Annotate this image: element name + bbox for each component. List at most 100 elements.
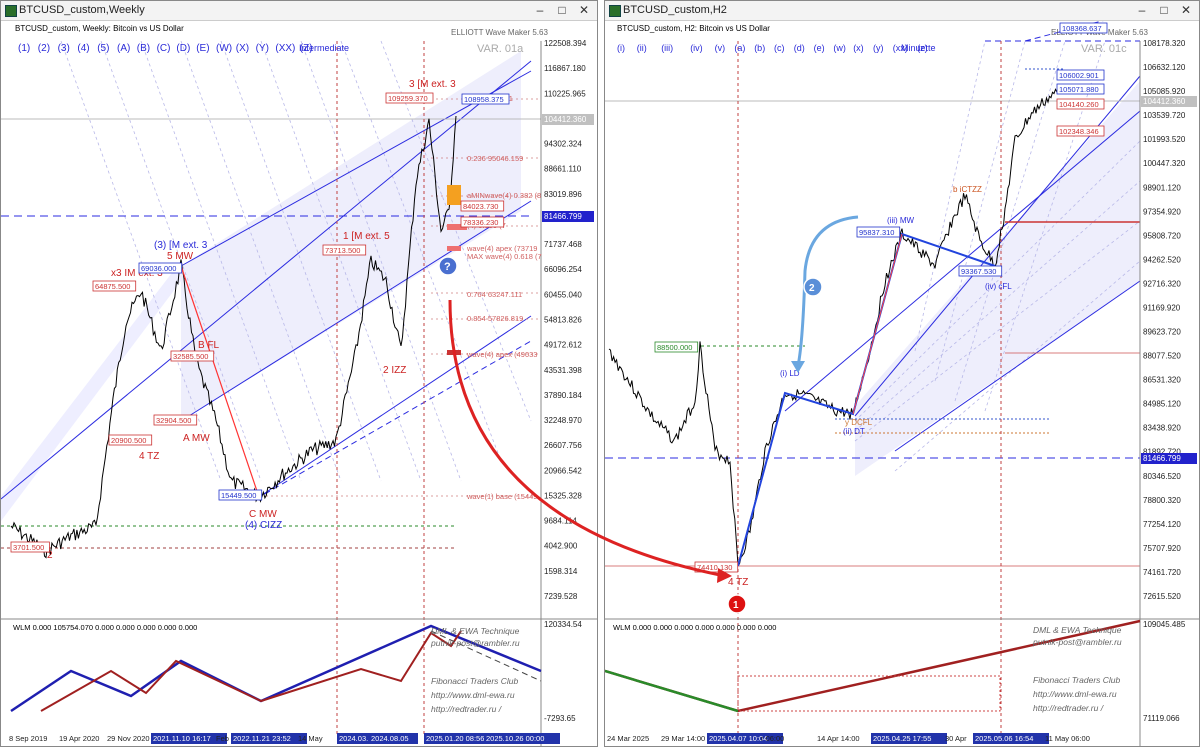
close-button[interactable]: ✕ — [578, 3, 590, 17]
price-box-text: 106002.901 — [1059, 71, 1099, 80]
wave-menu-item[interactable]: (v) — [715, 43, 726, 53]
wave-menu-item[interactable]: (y) — [873, 43, 884, 53]
wave-menu-item[interactable]: (a) — [734, 43, 745, 53]
watermark-line: putnik-post@rambler.ru — [430, 638, 520, 648]
watermark-line: http://redtrader.ru / — [431, 704, 503, 714]
wave-label: y DCFL — [845, 418, 873, 427]
date-highlight — [231, 733, 307, 744]
price-box — [218, 489, 263, 501]
price-box — [108, 434, 153, 446]
weekly-chart-window[interactable]: BTCUSD_custom,Weekly – □ ✕ — [0, 0, 598, 747]
maximize-button[interactable]: □ — [1160, 3, 1168, 17]
wave-menu-item[interactable]: (xx) — [893, 43, 908, 53]
h2-chart-window[interactable]: BTCUSD_custom,H2 – □ ✕ — [604, 0, 1200, 747]
h2-chart-canvas[interactable]: 108178.320 106632.120 105085.920 103539.720… — [605, 21, 1199, 746]
price-tick: 101993.520 — [1143, 135, 1186, 144]
wave-menu-item[interactable]: (B) — [137, 43, 150, 54]
wave-menu-item[interactable]: (C) — [157, 43, 171, 54]
date-tick: 14 Apr 14:00 — [817, 734, 860, 743]
current-price-tag — [1141, 96, 1197, 107]
wave-menu-item[interactable]: (D) — [176, 43, 190, 54]
wave-menu-item[interactable]: (Y) — [256, 43, 269, 54]
price-tick: 105085.920 — [1143, 87, 1186, 96]
wave-menu-item[interactable]: (w) — [833, 43, 846, 53]
degree-label[interactable]: Minuette — [901, 43, 936, 53]
minimize-button[interactable]: – — [1138, 3, 1146, 17]
watermark-line: http://redtrader.ru / — [1033, 703, 1105, 713]
step-1-badge[interactable] — [727, 594, 747, 614]
titlebar-right[interactable]: BTCUSD_custom,H2 – □ ✕ — [605, 1, 1199, 21]
maximize-button[interactable]: □ — [558, 3, 566, 17]
wave-menu-item[interactable]: (i) — [617, 43, 625, 53]
price-box-text: 93367.530 — [961, 267, 996, 276]
help-badge[interactable] — [438, 256, 458, 276]
fib-label: wave(1) base (15449 — [466, 492, 537, 501]
wave-menu-item[interactable]: (3) — [58, 43, 70, 54]
wave-menu-item[interactable]: (2) — [38, 43, 50, 54]
current-price-text: 104412.360 — [1143, 97, 1186, 106]
wave-menu-item[interactable]: (A) — [117, 43, 130, 54]
wave-menu-item[interactable]: (4) — [77, 43, 89, 54]
price-tick: 91169.920 — [1143, 303, 1181, 312]
degree-label[interactable]: Intermediate — [299, 43, 349, 53]
watermark-line: DML & EWA Technique — [431, 626, 520, 636]
chart-window-icon — [609, 5, 621, 17]
wave-menu-item[interactable]: (ii) — [637, 43, 647, 53]
date-highlight — [707, 733, 783, 744]
target-zone-red — [447, 350, 461, 355]
price-box-text: 32585.500 — [173, 352, 208, 361]
wave-menu-item[interactable]: (X) — [236, 43, 249, 54]
wave-label: x3 IM ext. 3 — [111, 268, 163, 279]
wave-menu-item[interactable]: (W) — [216, 43, 232, 54]
price-box-text: 108368.637 — [1062, 24, 1102, 33]
wave-menu-item[interactable]: (c) — [774, 43, 785, 53]
price-tick: 95808.720 — [1143, 231, 1181, 240]
wave-menu[interactable]: (i) (ii) (iii) (iv) (v) (a) (b) (c) (d) (e) (w) (x)… — [617, 43, 928, 53]
price-tick: 78800.320 — [1143, 496, 1181, 505]
price-tick: 32248.970 — [544, 416, 582, 425]
wave-menu-item[interactable]: (d) — [794, 43, 805, 53]
price-box — [92, 280, 137, 292]
close-button[interactable]: ✕ — [1180, 3, 1192, 17]
wave-label: 5 MW — [167, 251, 194, 262]
price-tick: 89623.720 — [1143, 328, 1181, 337]
date-axis: 8 Sep 2019 19 Apr 2020 29 Nov 2020 2021.11.… — [9, 733, 560, 744]
wave-menu-item[interactable]: (x) — [853, 43, 864, 53]
price-tick: 122508.394 — [544, 39, 587, 48]
price-tick: 94302.324 — [544, 140, 582, 149]
wave-menu-item[interactable]: (Z) — [300, 43, 313, 54]
wave-menu-item[interactable]: (b) — [754, 43, 765, 53]
price-series — [10, 115, 457, 559]
wave-label: (3) [M ext. 3 — [154, 240, 208, 251]
fib-label: MAX wave(4) 0.618 (7 — [467, 252, 542, 261]
wave-menu-item[interactable]: (E) — [196, 43, 209, 54]
step-2-badge[interactable] — [803, 277, 823, 297]
wave-menu-item[interactable]: (iii) — [661, 43, 673, 53]
wave-menu-item[interactable]: (XX) — [275, 43, 295, 54]
minimize-button[interactable]: – — [536, 3, 544, 17]
date-tick: 2025.01.20 08:56 — [426, 734, 484, 743]
date-highlight — [369, 733, 418, 744]
price-tick: 54813.826 — [544, 316, 582, 325]
wave-menu-item[interactable]: (e) — [814, 43, 825, 53]
wave-menu-item[interactable]: (5) — [97, 43, 109, 54]
wave-menu-item[interactable]: (z) — [917, 43, 928, 53]
wave-label: 4 TZ — [139, 451, 159, 462]
price-tick: 60455.040 — [544, 290, 582, 299]
indicator-axis-top: 120334.54 — [544, 620, 582, 629]
weekly-chart-canvas[interactable]: 122508.394116867.180110225.96599943.5389… — [1, 21, 597, 746]
watermark-line: http://www.dml-ewa.ru — [1033, 689, 1117, 699]
price-tick: 26607.756 — [544, 441, 582, 450]
date-tick: 2025.04.25 17:55 — [873, 734, 931, 743]
annotation-arrow-blue — [796, 215, 859, 367]
price-tick: 20966.542 — [544, 466, 582, 475]
price-tick: 110225.965 — [544, 89, 586, 98]
wave-menu[interactable]: (1) (2) (3) (4) (5) (A) (B) (C) (D) (E) (W) (X) (Y) (… — [18, 43, 313, 54]
wave-label: 2 — [47, 550, 53, 561]
wave-menu-item[interactable]: (iv) — [690, 43, 703, 53]
blue-level-text: 81466.799 — [544, 212, 582, 221]
wave-label: C MW — [249, 509, 277, 520]
wave-menu-item[interactable]: (1) — [18, 43, 30, 54]
price-tick: 98901.120 — [1143, 183, 1181, 192]
titlebar-left[interactable]: BTCUSD_custom,Weekly – □ ✕ — [1, 1, 597, 21]
